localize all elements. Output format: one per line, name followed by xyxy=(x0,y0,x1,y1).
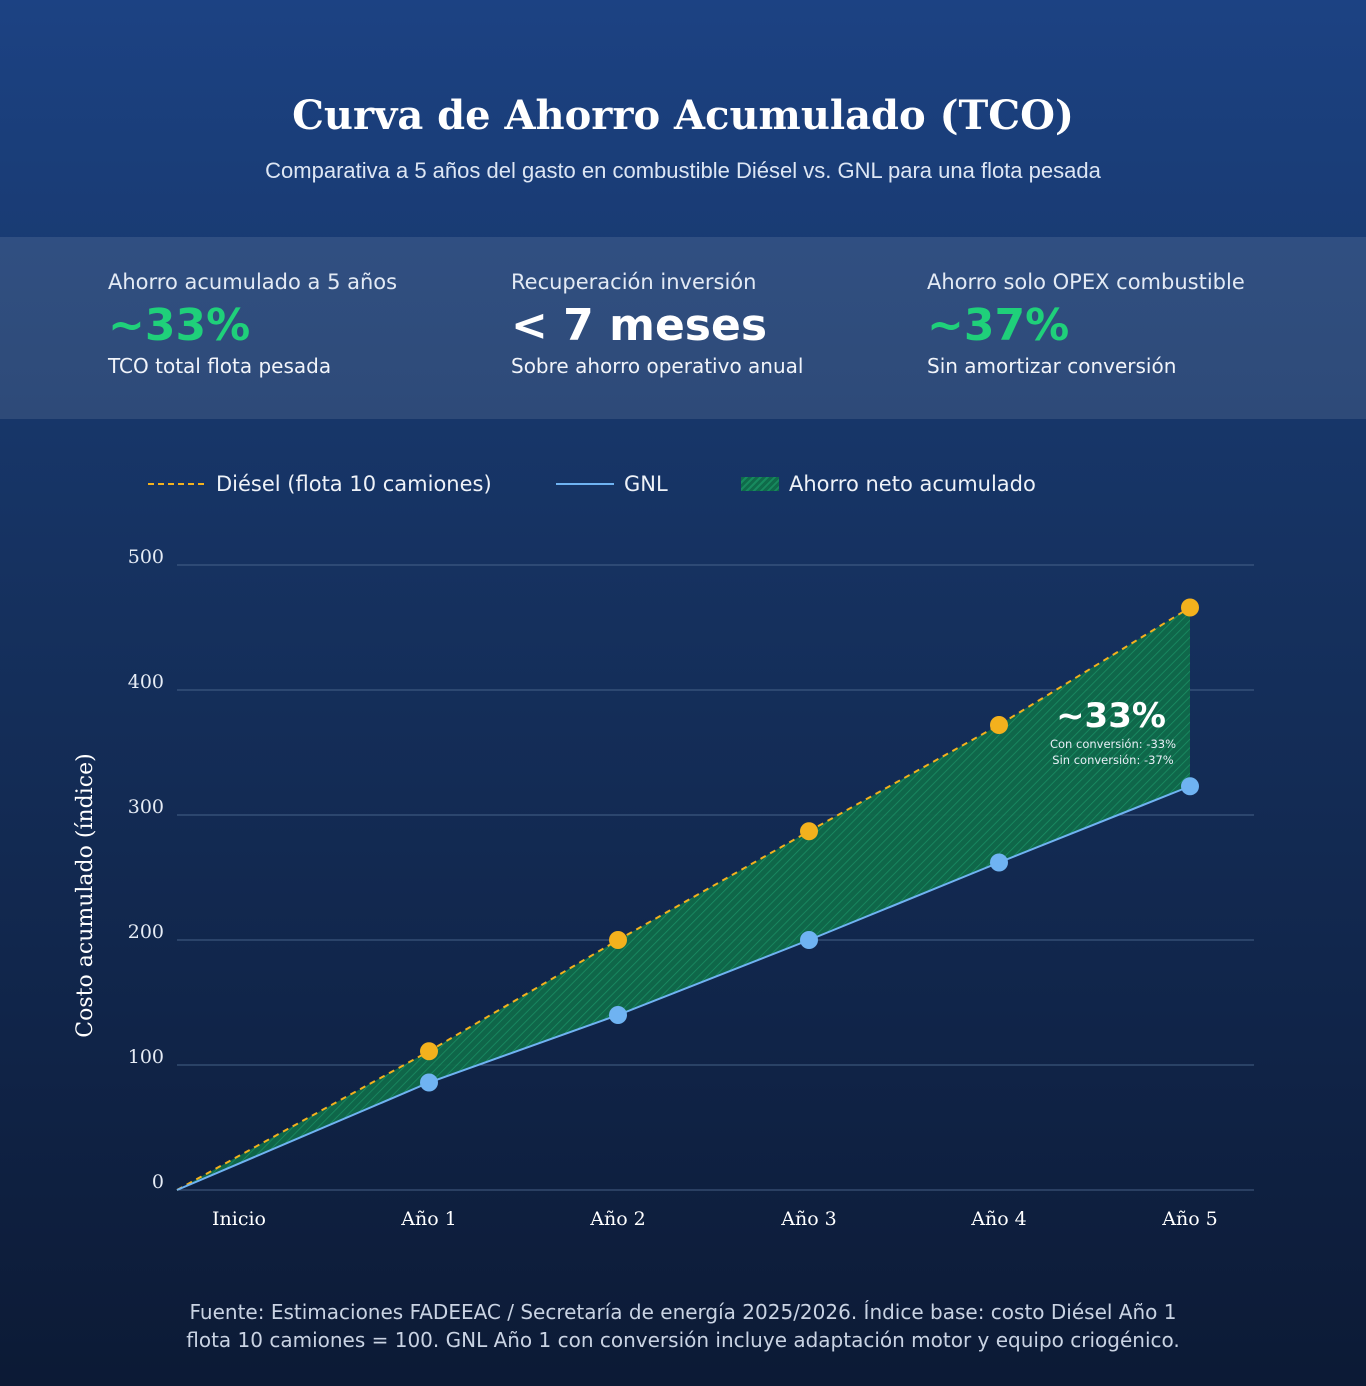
stat-note: TCO total flota pesada xyxy=(108,354,332,378)
diesel-point xyxy=(609,931,627,949)
diesel-point xyxy=(420,1042,438,1061)
stat-value: ~33% xyxy=(108,300,251,351)
stat-label: Recuperación inversión xyxy=(511,270,757,294)
line-chart: 0 100 200 300 400 500 Costo acumulado (índice)… xyxy=(73,546,1254,1230)
stat-label: Ahorro acumulado a 5 años xyxy=(108,270,398,294)
legend-swatch-diesel xyxy=(148,483,204,485)
stat-note: Sin amortizar conversión xyxy=(927,354,1177,378)
y-axis-title: Costo acumulado (índice) xyxy=(73,753,98,1037)
x-tick-label: Año 5 xyxy=(1161,1208,1218,1230)
legend-label-savings: Ahorro neto acumulado xyxy=(789,472,1036,496)
legend-swatch-savings xyxy=(741,477,779,491)
stats-band xyxy=(0,237,1366,419)
stat-payback: Recuperación inversión < 7 meses Sobre a… xyxy=(511,270,803,378)
gnl-point xyxy=(990,853,1008,872)
gnl-point xyxy=(609,1006,627,1024)
diesel-point xyxy=(1181,598,1199,617)
legend-label-gnl: GNL xyxy=(624,472,668,496)
stat-value: < 7 meses xyxy=(511,300,768,351)
legend-item-diesel: Diésel (flota 10 camiones) xyxy=(148,472,492,496)
gnl-point xyxy=(800,931,818,949)
x-tick-label: Inicio xyxy=(212,1208,266,1230)
footnote-line-2: flota 10 camiones = 100. GNL Año 1 con c… xyxy=(186,1328,1180,1352)
y-tick-label: 400 xyxy=(128,671,164,693)
legend-label-diesel: Diésel (flota 10 camiones) xyxy=(216,472,492,496)
annotation-value: ~33% xyxy=(1056,696,1166,736)
stat-label: Ahorro solo OPEX combustible xyxy=(927,270,1245,294)
savings-area xyxy=(177,607,1190,1190)
stat-opex-savings: Ahorro solo OPEX combustible ~37% Sin am… xyxy=(927,270,1245,378)
footnote-line-1: Fuente: Estimaciones FADEEAC / Secretarí… xyxy=(189,1300,1177,1324)
y-tick-label: 100 xyxy=(128,1046,164,1068)
x-tick-label: Año 1 xyxy=(400,1208,457,1230)
stat-savings-5y: Ahorro acumulado a 5 años ~33% TCO total… xyxy=(108,270,397,378)
x-tick-label: Año 4 xyxy=(970,1208,1027,1230)
source-footnote: Fuente: Estimaciones FADEEAC / Secretarí… xyxy=(0,1298,1366,1354)
diesel-point xyxy=(800,822,818,841)
y-tick-label: 200 xyxy=(128,921,164,943)
stat-value: ~37% xyxy=(927,300,1070,351)
gnl-point xyxy=(1181,777,1199,796)
diesel-point xyxy=(990,716,1008,734)
chart-subtitle: Comparativa a 5 años del gasto en combus… xyxy=(265,158,1101,183)
y-tick-label: 0 xyxy=(152,1171,164,1193)
chart-title: Curva de Ahorro Acumulado (TCO) xyxy=(292,92,1074,139)
diesel-line xyxy=(176,606,1191,1191)
stat-note: Sobre ahorro operativo anual xyxy=(511,354,804,378)
x-tick-label: Año 2 xyxy=(589,1208,646,1230)
annotation-line-2: Sin conversión: -37% xyxy=(1052,753,1174,767)
annotation-line-1: Con conversión: -33% xyxy=(1050,737,1176,751)
legend-item-savings: Ahorro neto acumulado xyxy=(741,472,1036,496)
y-tick-label: 500 xyxy=(128,546,164,568)
gnl-line xyxy=(176,785,1191,1191)
y-tick-label: 300 xyxy=(128,796,164,818)
gnl-point xyxy=(420,1073,438,1092)
legend-swatch-gnl xyxy=(556,483,614,485)
legend-item-gnl: GNL xyxy=(556,472,668,496)
chart-legend: Diésel (flota 10 camiones) GNL Ahorro ne… xyxy=(0,472,1366,502)
x-tick-label: Año 3 xyxy=(780,1208,837,1230)
